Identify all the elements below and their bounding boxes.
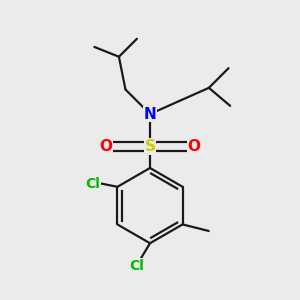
Text: N: N <box>144 106 156 122</box>
Text: Cl: Cl <box>85 176 100 190</box>
Text: O: O <box>188 139 201 154</box>
Text: Cl: Cl <box>130 259 144 273</box>
Text: S: S <box>145 139 155 154</box>
Text: O: O <box>99 139 112 154</box>
